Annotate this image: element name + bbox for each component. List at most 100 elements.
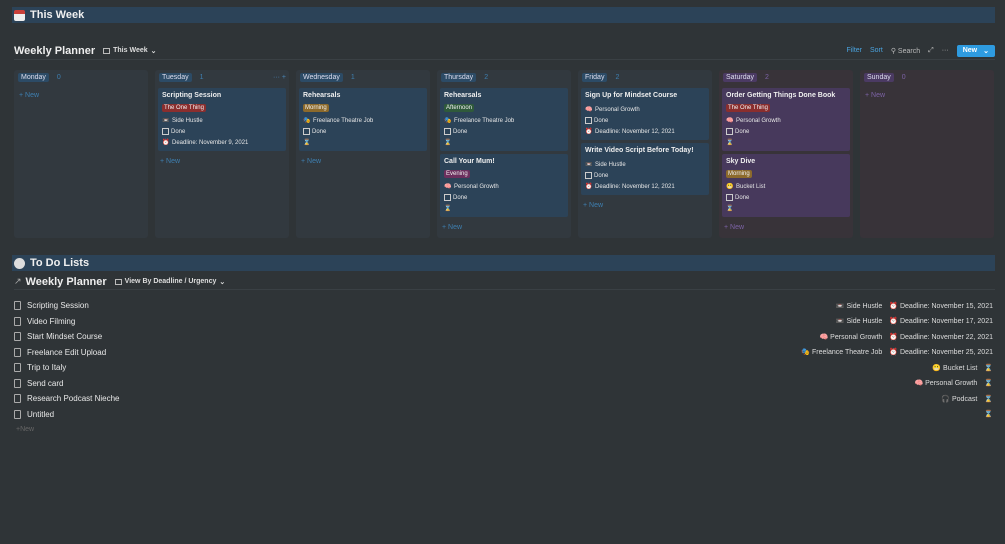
list-item[interactable]: Start Mindset Course 🧠 Personal Growth ⏰ D…: [14, 329, 993, 345]
list-item[interactable]: Research Podcast Nieche 🎧 Podcast ⌛: [14, 391, 993, 407]
column-label[interactable]: Saturday: [723, 73, 758, 82]
item-properties: 🎭 Freelance Theatre Job ⏰ Deadline: Novem…: [801, 348, 993, 356]
column-actions: ··· +: [273, 74, 286, 81]
deadline-row: ⌛: [444, 137, 564, 148]
item-properties: 😬 Bucket List ⌛: [932, 364, 993, 372]
done-checkbox[interactable]: [585, 117, 592, 124]
board-card[interactable]: Call Your Mum! Evening 🧠 Personal Growth Don…: [440, 154, 568, 217]
page-icon: [14, 316, 21, 326]
item-name[interactable]: Start Mindset Course: [27, 332, 103, 342]
list-item[interactable]: Trip to Italy 😬 Bucket List ⌛: [14, 360, 993, 376]
list-title[interactable]: Weekly Planner: [25, 275, 107, 288]
more-icon[interactable]: ···: [272, 74, 282, 81]
board-card[interactable]: Scripting Session The One Thing 📼 Side Hust…: [158, 88, 286, 151]
project-label: Side Hustle: [846, 302, 883, 310]
item-name[interactable]: Trip to Italy: [27, 363, 67, 373]
list-item[interactable]: Untitled ⌛: [14, 407, 993, 423]
list-item[interactable]: Send card 🧠 Personal Growth ⌛: [14, 376, 993, 392]
sort-button[interactable]: Sort: [870, 47, 883, 54]
board-card[interactable]: Order Getting Things Done Book The One Th…: [722, 88, 850, 151]
add-new-card-button[interactable]: + New: [299, 154, 427, 169]
new-button[interactable]: New ⌄: [956, 44, 995, 57]
search-button[interactable]: ⚲ Search: [891, 47, 920, 55]
deadline-row: ⏰ Deadline: November 9, 2021: [162, 137, 282, 148]
hourglass-icon: ⌛: [444, 206, 452, 212]
page-icon: [14, 301, 21, 311]
add-new-card-button[interactable]: + New: [722, 220, 850, 235]
add-new-card-button[interactable]: + New: [440, 220, 568, 235]
plus-icon[interactable]: +: [281, 74, 286, 81]
done-checkbox[interactable]: [444, 128, 451, 135]
done-row: Done: [303, 126, 423, 137]
list-item[interactable]: Scripting Session 📼 Side Hustle ⏰ Deadline…: [14, 298, 993, 314]
done-checkbox[interactable]: [303, 128, 310, 135]
page-icon: [14, 394, 21, 404]
plus-icon: +: [301, 158, 308, 165]
card-project[interactable]: 📼 Side Hustle: [585, 159, 705, 170]
add-new-card-button[interactable]: + New: [581, 198, 709, 213]
item-name[interactable]: Send card: [27, 378, 64, 388]
column-label[interactable]: Friday: [582, 73, 608, 82]
plus-icon: +: [16, 425, 21, 433]
item-name[interactable]: Scripting Session: [27, 301, 89, 311]
item-name[interactable]: Freelance Edit Upload: [27, 347, 107, 357]
board-card[interactable]: Sign Up for Mindset Course 🧠 Personal Grow…: [581, 88, 709, 140]
done-label: Done: [453, 194, 468, 201]
column-header: Tuesday 1 ··· +: [158, 72, 286, 83]
more-icon[interactable]: ···: [941, 47, 949, 54]
list-item[interactable]: Freelance Edit Upload 🎭 Freelance Theatre…: [14, 345, 993, 361]
hourglass-icon: ⌛: [726, 140, 734, 146]
add-new-card-button[interactable]: + New: [158, 154, 286, 169]
board-title[interactable]: Weekly Planner: [14, 44, 96, 57]
new-label: New: [166, 158, 181, 165]
item-name[interactable]: Video Filming: [27, 316, 76, 326]
add-new-card-button[interactable]: + New: [17, 88, 145, 103]
view-selector[interactable]: This Week ⌄: [103, 47, 157, 55]
board-card[interactable]: Rehearsals Afternoon 🎭 Freelance Theatre Jo…: [440, 88, 568, 151]
board-column-sunday: Sunday 0 + New: [860, 70, 994, 238]
column-header: Friday 2: [581, 72, 709, 83]
done-checkbox[interactable]: [585, 172, 592, 179]
item-name[interactable]: Research Podcast Nieche: [27, 394, 120, 404]
project-icon: 📼: [835, 318, 845, 326]
column-label[interactable]: Sunday: [864, 73, 894, 82]
project-icon: 😬: [726, 184, 734, 190]
card-project[interactable]: 🎭 Freelance Theatre Job: [303, 115, 423, 126]
column-label[interactable]: Monday: [18, 73, 49, 82]
view-selector[interactable]: View By Deadline / Urgency ⌄: [114, 278, 225, 286]
column-count: 2: [765, 74, 769, 81]
column-label[interactable]: Thursday: [441, 73, 477, 82]
project-icon: 😬: [932, 364, 942, 372]
board-card[interactable]: Write Video Script Before Today! 📼 Side Hu…: [581, 143, 709, 195]
alarm-clock-icon: ⏰: [585, 129, 593, 135]
done-checkbox[interactable]: [726, 128, 733, 135]
card-project[interactable]: 🧠 Personal Growth: [726, 115, 846, 126]
add-new-item-button[interactable]: + New: [14, 422, 993, 436]
deadline-label: Deadline: November 17, 2021: [899, 318, 993, 326]
item-name[interactable]: Untitled: [27, 409, 55, 419]
view-name: View By Deadline / Urgency: [124, 278, 217, 285]
card-tag: Morning: [303, 104, 329, 112]
expand-icon[interactable]: ⤢: [928, 46, 934, 54]
board-card[interactable]: Sky Dive Morning 😬 Bucket List Done ⌛: [722, 154, 850, 217]
done-checkbox[interactable]: [726, 194, 733, 201]
done-label: Done: [453, 128, 468, 135]
card-project[interactable]: 🧠 Personal Growth: [444, 181, 564, 192]
add-new-card-button[interactable]: + New: [863, 88, 991, 103]
done-checkbox[interactable]: [162, 128, 169, 135]
list-item[interactable]: Video Filming 📼 Side Hustle ⏰ Deadline: No…: [14, 314, 993, 330]
card-project[interactable]: 🎭 Freelance Theatre Job: [444, 115, 564, 126]
chevron-down-icon[interactable]: ⌄: [983, 47, 989, 55]
card-project[interactable]: 📼 Side Hustle: [162, 115, 282, 126]
card-project[interactable]: 😬 Bucket List: [726, 181, 846, 192]
board-card[interactable]: Rehearsals Morning 🎭 Freelance Theatre Job D…: [299, 88, 427, 151]
filter-button[interactable]: Filter: [846, 47, 862, 54]
column-label[interactable]: Wednesday: [300, 73, 343, 82]
card-project[interactable]: 🧠 Personal Growth: [585, 104, 705, 115]
done-checkbox[interactable]: [444, 194, 451, 201]
card-title: Scripting Session: [162, 92, 222, 99]
column-label[interactable]: Tuesday: [159, 73, 192, 82]
done-row: Done: [585, 170, 705, 181]
done-row: Done: [726, 192, 846, 203]
new-label: New: [730, 224, 745, 231]
